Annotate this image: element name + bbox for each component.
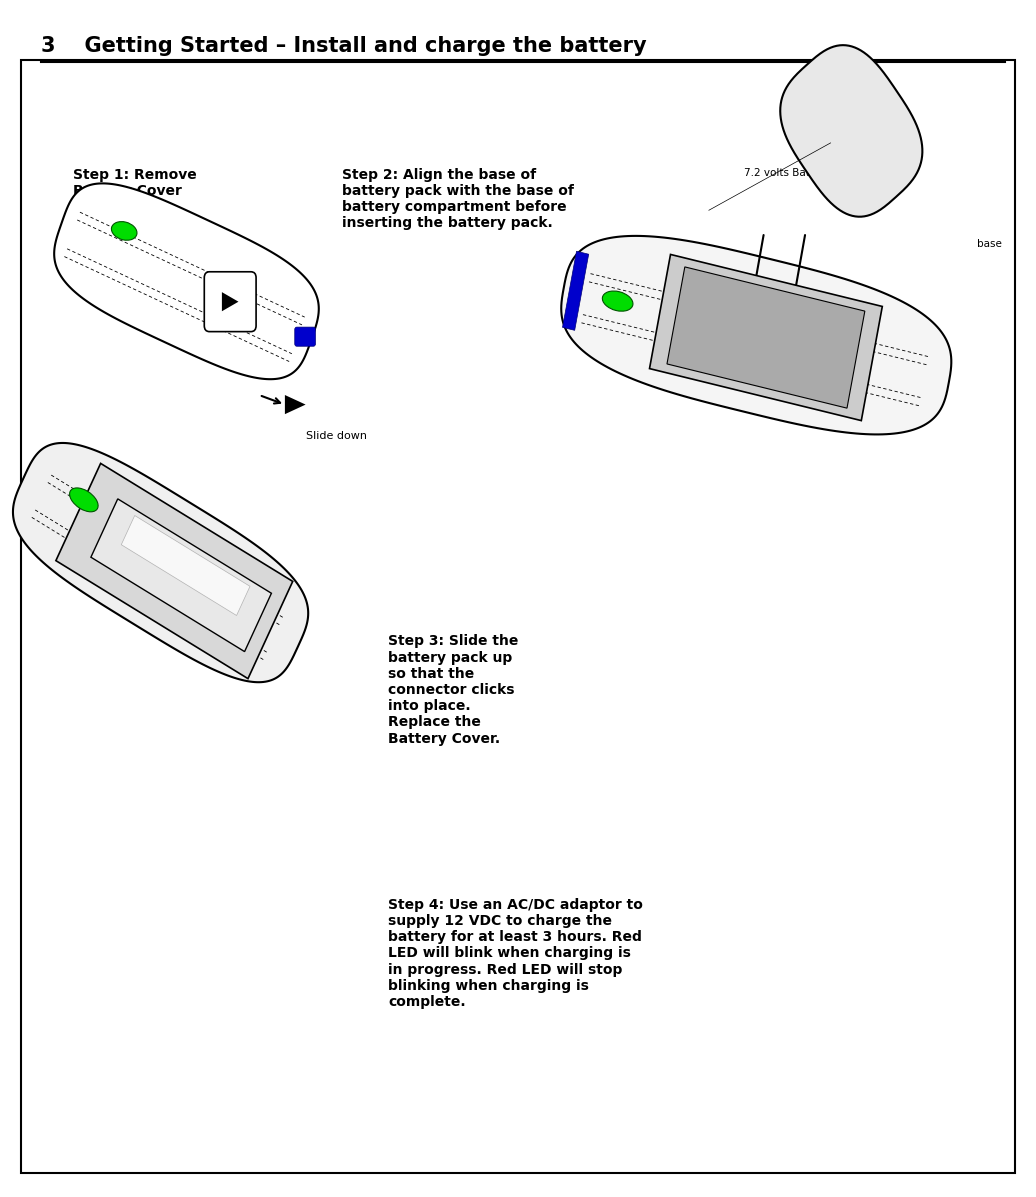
Text: Step 1: Remove
Battery Cover: Step 1: Remove Battery Cover [73, 168, 196, 198]
Text: Step 4: Use an AC/DC adaptor to
supply 12 VDC to charge the
battery for at least: Step 4: Use an AC/DC adaptor to supply 1… [388, 898, 643, 1009]
Text: Step 2: Align the base of
battery pack with the base of
battery compartment befo: Step 2: Align the base of battery pack w… [342, 168, 574, 230]
Polygon shape [780, 45, 922, 217]
Text: 3    Getting Started – Install and charge the battery: 3 Getting Started – Install and charge t… [41, 36, 648, 56]
Polygon shape [121, 516, 250, 615]
Text: base: base [977, 239, 1002, 249]
Ellipse shape [602, 291, 633, 311]
Text: Connector
side: Connector side [605, 239, 659, 261]
Polygon shape [91, 499, 271, 651]
Polygon shape [222, 292, 238, 311]
Polygon shape [56, 463, 293, 679]
Polygon shape [13, 443, 308, 682]
FancyBboxPatch shape [295, 327, 316, 346]
Polygon shape [562, 236, 951, 435]
FancyBboxPatch shape [204, 272, 256, 332]
Text: 7.2 volts Battery: 7.2 volts Battery [744, 168, 831, 177]
Ellipse shape [112, 221, 137, 241]
Polygon shape [667, 267, 865, 408]
Ellipse shape [69, 488, 98, 512]
Polygon shape [650, 255, 883, 420]
Text: Slide down: Slide down [306, 431, 367, 440]
Text: Step 3: Slide the
battery pack up
so that the
connector clicks
into place.
Repla: Step 3: Slide the battery pack up so tha… [388, 634, 519, 746]
Polygon shape [54, 183, 319, 379]
Polygon shape [563, 251, 588, 330]
Polygon shape [285, 395, 306, 414]
